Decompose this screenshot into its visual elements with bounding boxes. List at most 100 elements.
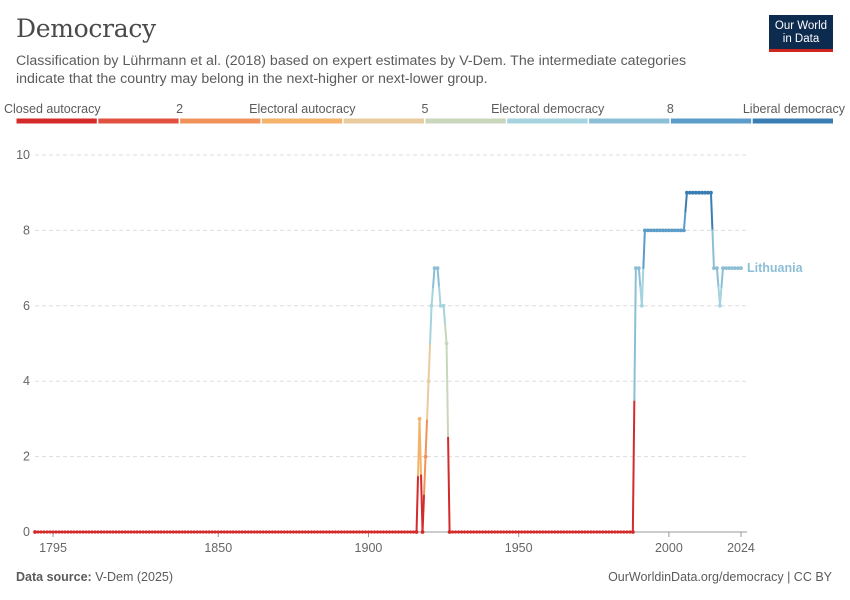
- series-point: [484, 530, 488, 534]
- series-point: [553, 530, 557, 534]
- series-point: [264, 530, 268, 534]
- series-point: [625, 530, 629, 534]
- series-point: [276, 530, 280, 534]
- series-point: [502, 530, 506, 534]
- series-point: [81, 530, 85, 534]
- series-point: [117, 530, 121, 534]
- series-point: [532, 530, 536, 534]
- series-point: [258, 530, 262, 534]
- series-line-segment: [682, 210, 687, 232]
- x-tick-label: 1950: [505, 541, 533, 555]
- series-point: [654, 228, 659, 233]
- legend-label: Liberal democracy: [743, 102, 846, 116]
- data-source-label: Data source:: [16, 570, 92, 584]
- series-line-segment: [633, 267, 637, 402]
- series-point: [414, 530, 419, 534]
- series-line-segment: [432, 267, 436, 288]
- series-point: [255, 530, 259, 534]
- series-point: [375, 530, 380, 534]
- series-line-segment: [436, 267, 441, 288]
- series-label-lithuania[interactable]: Lithuania: [747, 261, 804, 275]
- series-point: [312, 530, 316, 534]
- series-point: [267, 530, 271, 534]
- series-point: [598, 530, 602, 534]
- series-point: [529, 530, 533, 534]
- series-point: [718, 303, 722, 308]
- series-point: [45, 530, 49, 534]
- series-point: [330, 530, 335, 534]
- source-url[interactable]: OurWorldinData.org/democracy | CC BY: [608, 570, 832, 584]
- series-point: [216, 530, 220, 534]
- series-point: [580, 530, 584, 534]
- series-point: [366, 530, 371, 534]
- series-point: [559, 530, 563, 534]
- series-point: [402, 530, 407, 534]
- series-point: [114, 530, 118, 534]
- y-tick-label: 2: [23, 450, 30, 464]
- legend-color-segment: [180, 118, 261, 124]
- series-line-segment: [709, 191, 714, 232]
- series-point: [691, 190, 695, 195]
- series-line-segment: [415, 474, 420, 533]
- series-point: [499, 530, 503, 534]
- data-source-value[interactable]: V-Dem (2025): [95, 570, 174, 584]
- legend-color-segment: [670, 118, 752, 124]
- series-point: [589, 530, 593, 534]
- x-tick-label: 1795: [39, 541, 67, 555]
- series-point: [354, 530, 359, 534]
- series-point: [562, 530, 566, 534]
- legend-color-segment: [343, 118, 424, 124]
- series-point: [315, 530, 319, 534]
- series-point: [511, 530, 515, 534]
- series-point: [195, 530, 199, 534]
- series-point: [36, 530, 40, 534]
- series-point: [87, 530, 91, 534]
- series-point: [688, 190, 692, 195]
- series-point: [261, 530, 265, 534]
- series-point: [721, 266, 725, 270]
- series-point: [360, 530, 365, 534]
- series-point: [66, 530, 70, 534]
- series-line-segment: [418, 417, 423, 477]
- series-point: [351, 530, 356, 534]
- series-point: [601, 530, 605, 534]
- series-point: [48, 530, 52, 534]
- series-point: [198, 530, 202, 534]
- x-tick-label: 2000: [655, 541, 683, 555]
- series-point: [129, 530, 133, 534]
- series-point: [60, 530, 64, 534]
- series-point: [333, 530, 338, 534]
- series-point: [369, 530, 374, 534]
- series-point: [496, 530, 500, 534]
- series-point: [633, 266, 638, 270]
- series-point: [144, 530, 148, 534]
- series-point: [739, 266, 743, 270]
- x-tick-label: 1850: [204, 541, 232, 555]
- series-line-segment: [427, 342, 432, 383]
- series-point: [339, 530, 344, 534]
- series-point: [246, 530, 250, 534]
- series-point: [628, 530, 632, 534]
- series-line-segment: [637, 267, 642, 288]
- owid-logo[interactable]: Our World in Data: [769, 15, 833, 52]
- legend-color-segment: [589, 118, 670, 124]
- series-point: [165, 530, 169, 534]
- series-point: [180, 530, 184, 534]
- series-line-segment: [442, 304, 447, 326]
- series-point: [730, 266, 734, 270]
- series-point: [306, 530, 310, 534]
- series-line-segment: [631, 399, 636, 533]
- series-point: [378, 530, 383, 534]
- series-point: [279, 530, 283, 534]
- series-line-segment: [424, 417, 429, 458]
- series-point: [294, 530, 298, 534]
- series-point: [538, 530, 542, 534]
- series-point: [550, 530, 554, 534]
- series-point: [487, 530, 491, 534]
- series-point: [204, 530, 208, 534]
- legend-color-segment: [261, 118, 343, 124]
- series-point: [466, 530, 470, 534]
- series-point: [321, 530, 326, 534]
- series-point: [423, 454, 428, 459]
- legend-label: Electoral autocracy: [249, 102, 356, 116]
